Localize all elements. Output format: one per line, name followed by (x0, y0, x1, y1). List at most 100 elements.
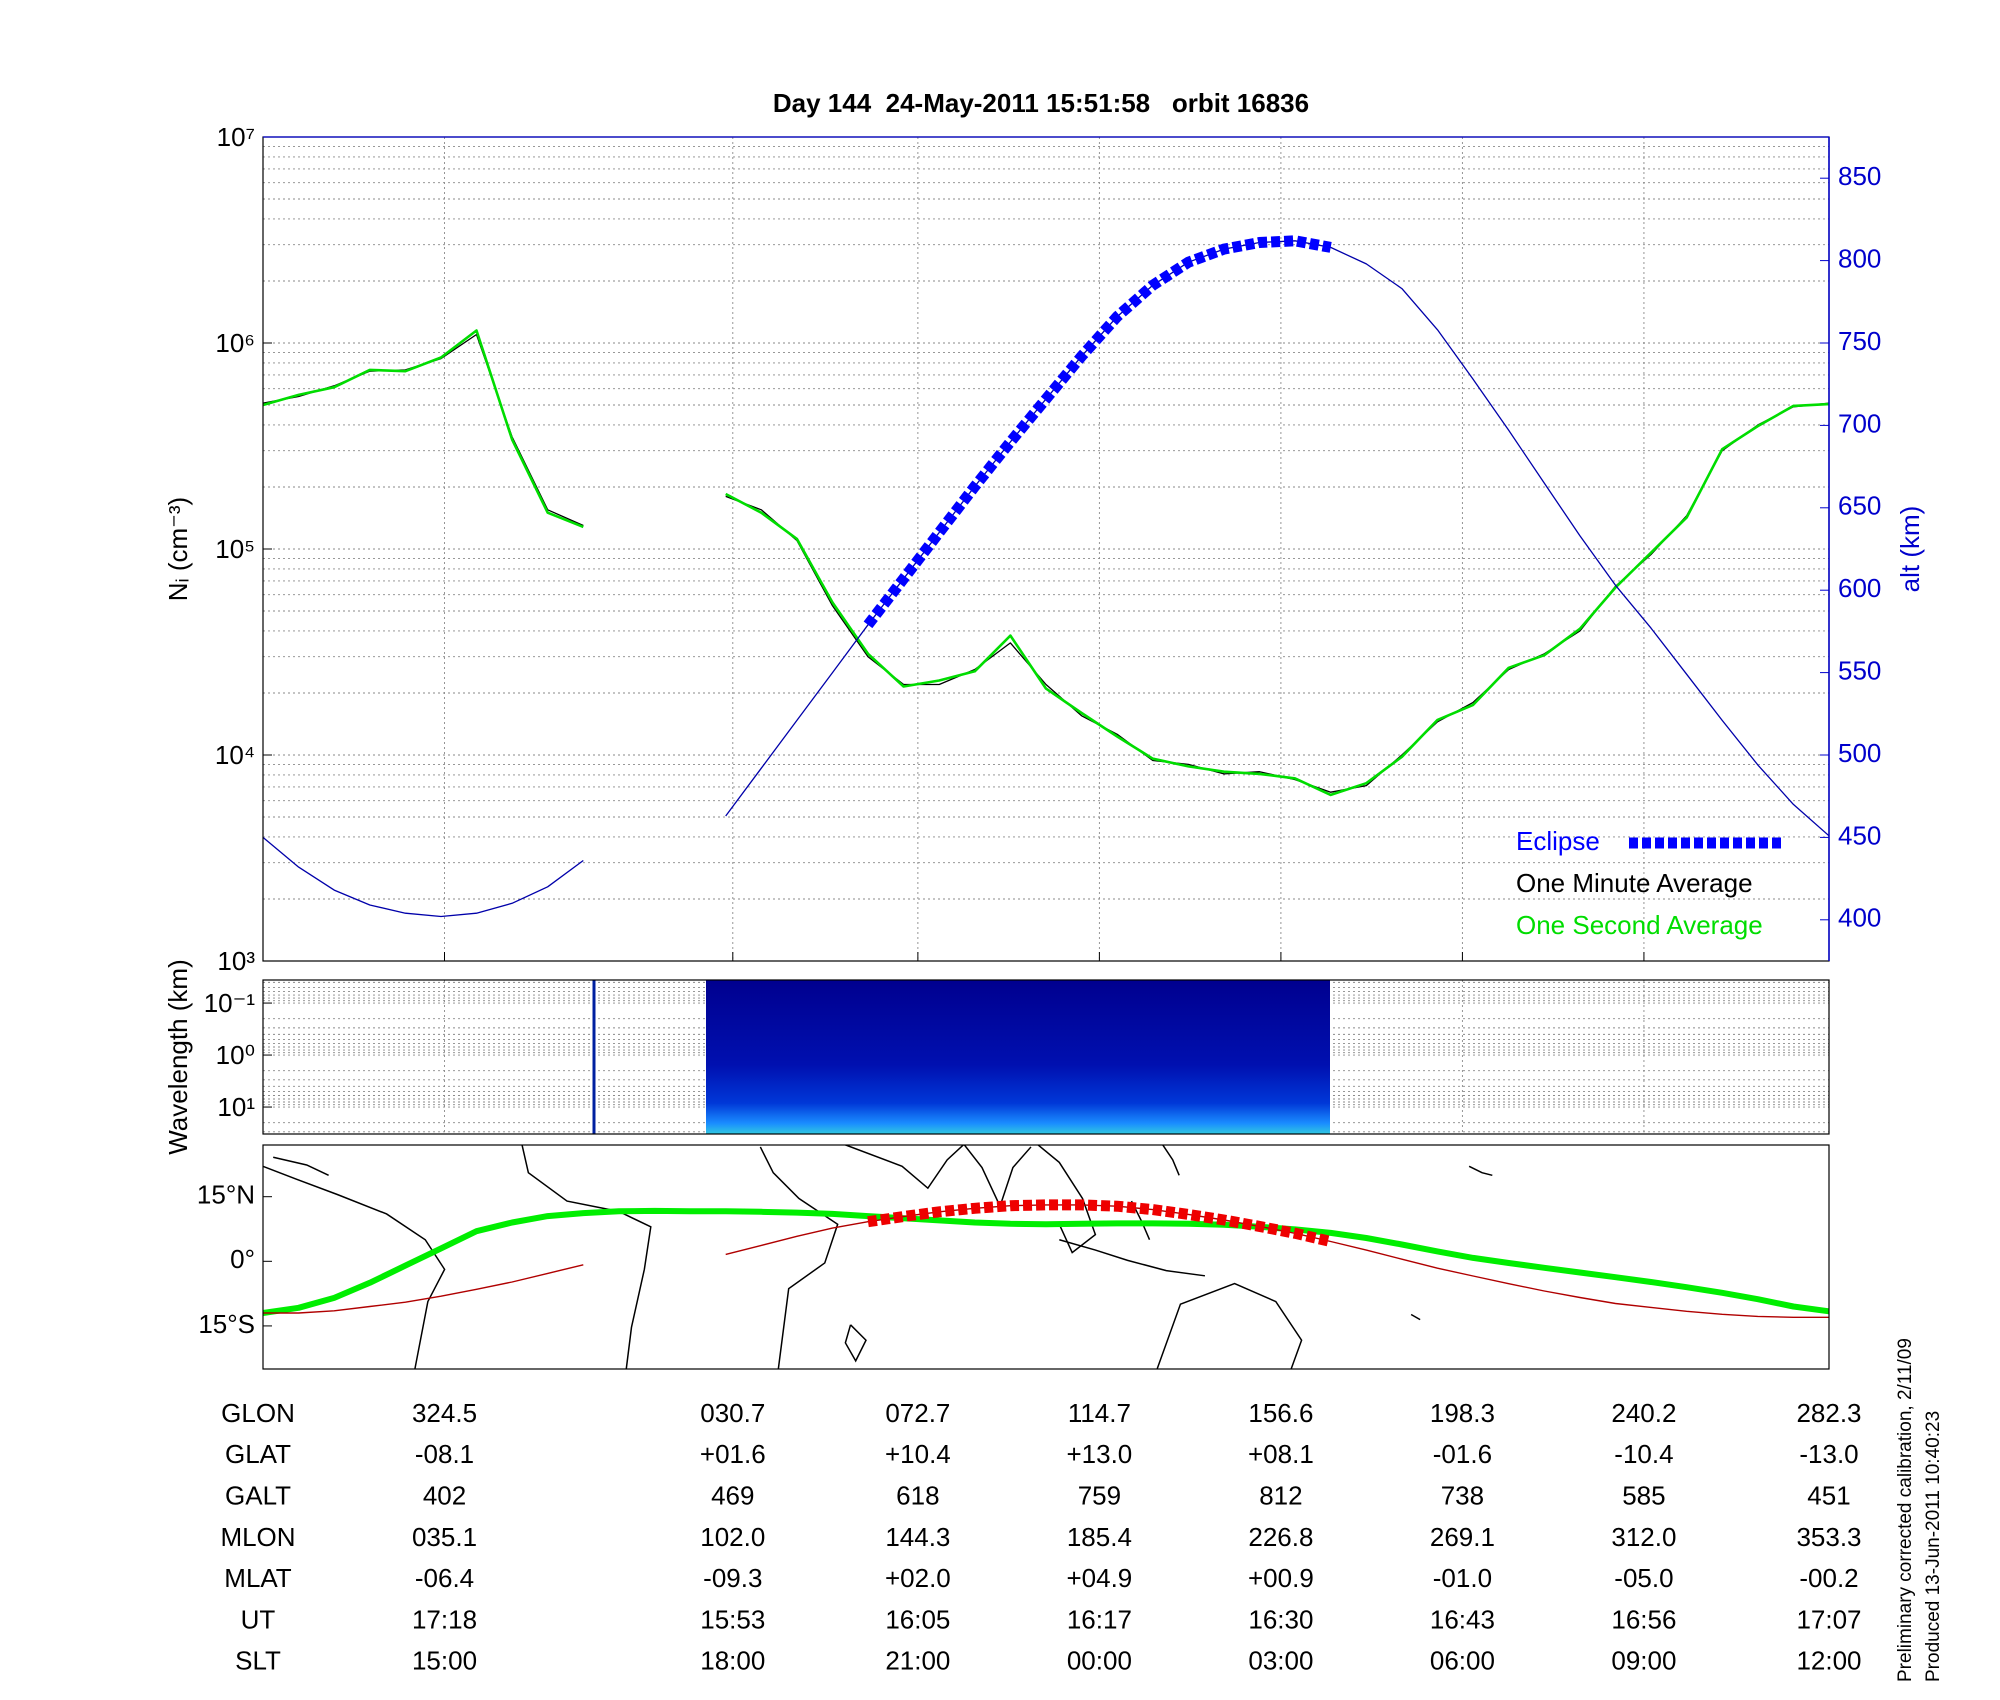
table-value: 16:05 (885, 1604, 950, 1634)
y-tick-label: 10³ (217, 946, 255, 976)
table-value: 738 (1441, 1480, 1484, 1510)
table-value: -05.0 (1614, 1563, 1673, 1593)
row-label: MLAT (224, 1563, 292, 1593)
table-value: 09:00 (1611, 1646, 1676, 1676)
table-value: 759 (1078, 1480, 1121, 1510)
table-value: 102.0 (700, 1522, 765, 1552)
table-value: 16:30 (1248, 1604, 1313, 1634)
table-value: 17:18 (412, 1604, 477, 1634)
table-value: -01.6 (1433, 1439, 1492, 1469)
table-value: +04.9 (1066, 1563, 1132, 1593)
plot-frame (262, 1144, 1830, 1370)
table-value: 812 (1259, 1480, 1302, 1510)
calibration-note: Preliminary corrected calibration, 2/11/… (1895, 1338, 1916, 1682)
table-value: 072.7 (885, 1398, 950, 1428)
table-value: 15:00 (412, 1646, 477, 1676)
y2-tick-label: 400 (1838, 903, 1881, 933)
y-axis-label: Nᵢ (cm⁻³) (163, 497, 193, 601)
y2-axis-label: alt (km) (1895, 506, 1925, 593)
table-value: 618 (896, 1480, 939, 1510)
plot-frame (262, 979, 1830, 1135)
table-value: 226.8 (1248, 1522, 1313, 1552)
row-label: GLAT (225, 1439, 291, 1469)
row-label: GALT (225, 1480, 291, 1510)
y-tick-label: 10⁶ (215, 328, 255, 358)
table-value: 12:00 (1796, 1646, 1861, 1676)
table-value: 198.3 (1430, 1398, 1495, 1428)
table-value: 16:43 (1430, 1604, 1495, 1634)
table-value: -13.0 (1799, 1439, 1858, 1469)
y-tick-label: 10¹ (217, 1092, 255, 1122)
table-value: 030.7 (700, 1398, 765, 1428)
table-value: 114.7 (1068, 1398, 1131, 1428)
table-value: 585 (1622, 1480, 1665, 1510)
table-value: 469 (711, 1480, 754, 1510)
table-value: 144.3 (885, 1522, 950, 1552)
table-value: 16:56 (1611, 1604, 1676, 1634)
table-value: -00.2 (1799, 1563, 1858, 1593)
table-value: 03:00 (1248, 1646, 1313, 1676)
table-value: 15:53 (700, 1604, 765, 1634)
y-tick-label: 10⁷ (217, 122, 255, 152)
table-value: 353.3 (1796, 1522, 1861, 1552)
row-label: GLON (221, 1398, 295, 1428)
table-value: 00:00 (1067, 1646, 1132, 1676)
y-tick-label: 10⁴ (215, 740, 255, 770)
table-value: 282.3 (1796, 1398, 1861, 1428)
table-value: +01.6 (700, 1439, 766, 1469)
spectrogram-y-label: Wavelength (km) (163, 959, 193, 1155)
row-label: UT (241, 1604, 276, 1634)
y2-tick-label: 650 (1838, 491, 1881, 521)
coastlines (263, 1144, 1492, 1368)
table-value: -08.1 (415, 1439, 474, 1469)
table-value: 21:00 (885, 1646, 950, 1676)
table-value: 312.0 (1611, 1522, 1676, 1552)
table-value: 16:17 (1067, 1604, 1132, 1634)
y-tick-label: 10⁵ (215, 534, 255, 564)
y2-tick-label: 750 (1838, 326, 1881, 356)
table-value: 324.5 (412, 1398, 477, 1428)
table-value: 17:07 (1796, 1604, 1861, 1634)
table-value: -10.4 (1614, 1439, 1673, 1469)
table-value: +00.9 (1248, 1563, 1314, 1593)
series-line (262, 329, 1830, 797)
y2-tick-label: 600 (1838, 573, 1881, 603)
table-value: -01.0 (1433, 1563, 1492, 1593)
row-label: MLON (220, 1522, 295, 1552)
chart-title: Day 144 24-May-2011 15:51:58 orbit 16836 (773, 88, 1309, 118)
table-value: 240.2 (1611, 1398, 1676, 1428)
y2-tick-label: 500 (1838, 738, 1881, 768)
y-tick-label: 0° (230, 1244, 255, 1274)
y-tick-label: 15°N (197, 1180, 255, 1210)
table-value: +08.1 (1248, 1439, 1314, 1469)
legend-label: One Minute Average (1516, 868, 1753, 898)
y2-tick-label: 550 (1838, 655, 1881, 685)
y2-tick-label: 800 (1838, 243, 1881, 273)
y-tick-label: 15°S (198, 1309, 255, 1339)
series-line (262, 1207, 1830, 1316)
table-value: 06:00 (1430, 1646, 1495, 1676)
legend-label: One Second Average (1516, 910, 1763, 940)
table-value: +02.0 (885, 1563, 951, 1593)
table-value: +10.4 (885, 1439, 951, 1469)
y2-tick-label: 700 (1838, 408, 1881, 438)
series-line (863, 235, 1332, 629)
table-value: 156.6 (1248, 1398, 1313, 1428)
row-label: SLT (235, 1646, 281, 1676)
y-tick-label: 10⁻¹ (204, 988, 256, 1018)
spectrogram-image (706, 980, 1330, 1134)
table-value: -09.3 (703, 1563, 762, 1593)
legend-label: Eclipse (1516, 826, 1600, 856)
table-value: 269.1 (1430, 1522, 1495, 1552)
table-value: 035.1 (412, 1522, 477, 1552)
table-value: 185.4 (1067, 1522, 1132, 1552)
y2-tick-label: 850 (1838, 161, 1881, 191)
y2-tick-label: 450 (1838, 820, 1881, 850)
table-value: 18:00 (700, 1646, 765, 1676)
table-value: -06.4 (415, 1563, 474, 1593)
y-tick-label: 10⁰ (216, 1040, 255, 1070)
table-value: 402 (423, 1480, 466, 1510)
